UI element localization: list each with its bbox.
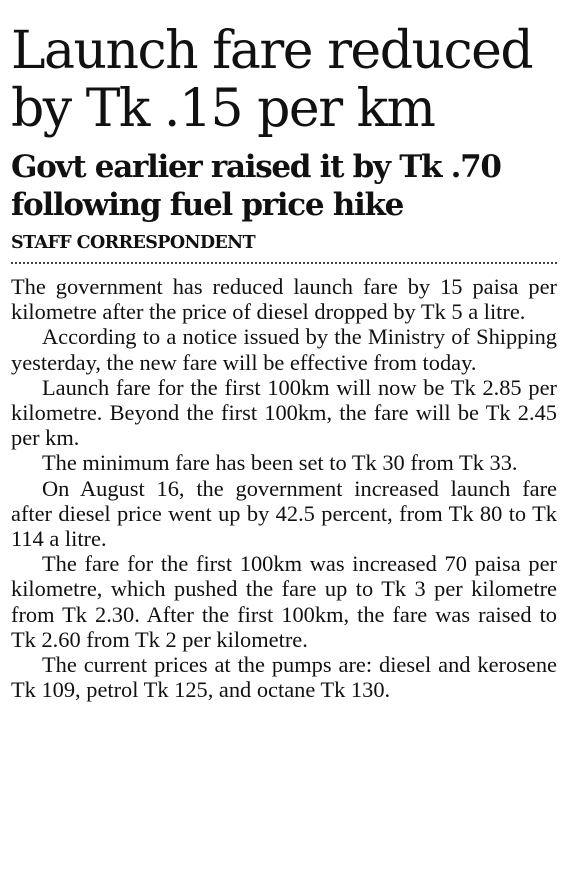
body-paragraph: On August 16, the government increased l… — [11, 475, 557, 552]
body-paragraph: Launch fare for the first 100km will now… — [11, 374, 557, 451]
news-article: Launch fare reduced by Tk .15 per km Gov… — [11, 22, 557, 702]
body-paragraph: The current prices at the pumps are: die… — [11, 652, 557, 703]
body-paragraph: The government has reduced launch fare b… — [11, 274, 557, 325]
byline: STAFF CORRESPONDENT — [11, 232, 557, 264]
article-body: The government has reduced launch fare b… — [11, 274, 557, 702]
subheadline: Govt earlier raised it by Tk .70 followi… — [11, 149, 502, 223]
body-paragraph: The minimum fare has been set to Tk 30 f… — [42, 450, 518, 476]
body-paragraph: According to a notice issued by the Mini… — [11, 324, 557, 375]
body-paragraph: The fare for the first 100km was increas… — [11, 551, 557, 652]
headline: Launch fare reduced by Tk .15 per km — [11, 21, 534, 139]
